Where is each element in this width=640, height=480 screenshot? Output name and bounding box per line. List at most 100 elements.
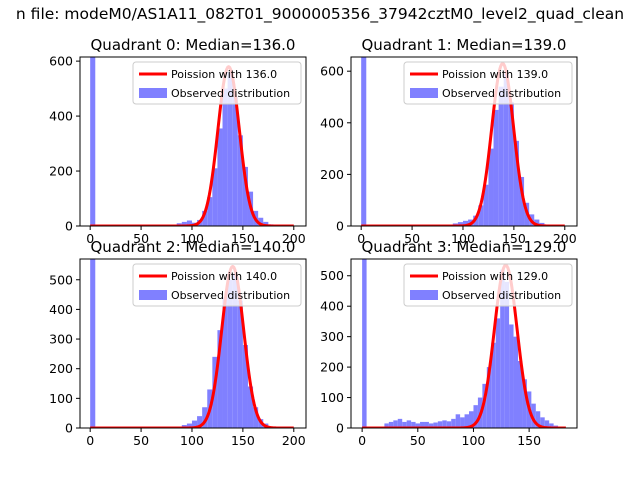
x-tick-label: 200 (282, 433, 306, 448)
quadrant-1-panel: 0 50 100 150 200 0 200 400 600 Poission with 139.… (320, 36, 578, 246)
histogram-bar (197, 416, 203, 428)
x-tick-label: 150 (502, 231, 526, 246)
histogram-bar (388, 421, 394, 428)
histogram-bar (518, 176, 525, 226)
histogram-bar (397, 418, 403, 428)
x-tick-label: 50 (410, 433, 426, 448)
histogram-bar (442, 420, 447, 428)
histogram-bar (451, 418, 456, 428)
histogram-bar (457, 222, 463, 226)
legend-observed-label: Observed distribution (442, 87, 561, 100)
histogram-bar (455, 414, 461, 428)
y-tick-label: 0 (65, 421, 73, 436)
histogram-bar (483, 184, 489, 226)
histogram-bar (513, 336, 518, 428)
panel-title: Quadrant 1: Median=139.0 (362, 36, 567, 54)
histogram-bar (247, 386, 254, 428)
histogram-bar (415, 423, 421, 428)
histogram-bar (242, 344, 248, 428)
legend-box (132, 263, 302, 307)
x-tick-label: 150 (517, 433, 541, 448)
histogram-bar (237, 300, 243, 428)
y-tick-label: 0 (336, 219, 344, 234)
legend-observed-label: Observed distribution (442, 289, 561, 302)
axes-frame (350, 258, 578, 429)
histogram-bar (232, 96, 238, 226)
histogram-bar (517, 361, 523, 428)
histogram-bar (464, 414, 470, 428)
axes-frame (79, 56, 307, 227)
x-tick-label: 50 (133, 231, 149, 246)
y-tick-label: 400 (49, 302, 73, 317)
histogram-bar (191, 420, 198, 428)
histogram-bar (462, 220, 469, 226)
histogram-bar (186, 423, 192, 428)
histogram-bar (522, 379, 527, 428)
quadrant-0-panel: 0 50 100 150 200 0 200 400 600 Poission with 136.… (49, 36, 307, 246)
histogram-bar (237, 135, 243, 226)
histogram-bar (222, 297, 228, 428)
histogram-bar (535, 411, 541, 428)
histogram-bar (428, 423, 434, 428)
x-tick-label: 200 (282, 231, 306, 246)
histogram-bar (202, 210, 208, 226)
y-tick-label: 300 (49, 332, 73, 347)
y-tick-label: 200 (49, 164, 73, 179)
x-tick-label: 100 (451, 231, 475, 246)
y-tick-label: 400 (49, 109, 73, 124)
y-tick-label: 400 (320, 115, 344, 130)
histogram-bar (402, 421, 407, 428)
legend-observed-swatch (139, 290, 167, 300)
histogram-bar (212, 168, 218, 226)
histogram-bar (503, 73, 509, 226)
histogram-bar (263, 221, 269, 226)
histogram-bar (491, 342, 496, 428)
histogram-bar (393, 420, 398, 428)
histogram-bar (531, 403, 536, 428)
y-tick-label: 400 (320, 299, 344, 314)
histogram-bar (207, 197, 213, 226)
histogram-bar (504, 281, 510, 428)
legend-observed-label: Observed distribution (171, 289, 290, 302)
x-tick-label: 0 (86, 231, 94, 246)
figure-suptitle: n file: modeM0/AS1A11_082T01_9000005356_… (15, 5, 625, 23)
legend-box (132, 61, 302, 105)
histogram-bar (469, 411, 474, 428)
histogram-bar (186, 220, 192, 226)
histogram-bar (90, 259, 96, 428)
panel-title: Quadrant 0: Median=136.0 (91, 36, 296, 54)
histogram-bar (509, 324, 514, 428)
y-tick-label: 100 (320, 390, 344, 405)
histogram-bar (362, 259, 367, 428)
panel-title: Quadrant 3: Median=129.0 (362, 238, 567, 256)
x-tick-label: 100 (462, 433, 486, 448)
quadrant-3-panel: 0 50 100 150 0 100 200 300 400 500 Poission with 1… (320, 238, 578, 448)
histogram-bar (437, 421, 443, 428)
y-tick-label: 0 (336, 421, 344, 436)
y-tick-label: 200 (49, 361, 73, 376)
y-tick-label: 600 (49, 54, 73, 69)
histogram-bar (253, 407, 259, 428)
histogram-bar (181, 221, 187, 226)
histogram-bar (473, 405, 478, 428)
histogram-bar (513, 140, 519, 226)
y-tick-label: 200 (320, 167, 344, 182)
histogram-bar (486, 367, 492, 428)
histogram-bar (232, 273, 238, 428)
legend-poisson-label: Poission with 139.0 (442, 68, 548, 81)
y-tick-label: 500 (320, 268, 344, 283)
x-tick-label: 0 (357, 231, 365, 246)
legend-poisson-label: Poission with 140.0 (171, 270, 277, 283)
y-tick-label: 300 (320, 329, 344, 344)
axes-frame (79, 258, 307, 429)
histogram-bar (258, 217, 264, 226)
histogram-bar (406, 420, 412, 428)
histogram-bar (361, 57, 367, 226)
histogram-bar (222, 88, 228, 226)
legend-observed-swatch (410, 290, 438, 300)
histogram-bar (544, 420, 550, 428)
histogram-bar (446, 421, 452, 428)
x-tick-label: 150 (231, 433, 255, 448)
histogram-bar (217, 330, 223, 428)
histogram-bar (227, 72, 233, 226)
